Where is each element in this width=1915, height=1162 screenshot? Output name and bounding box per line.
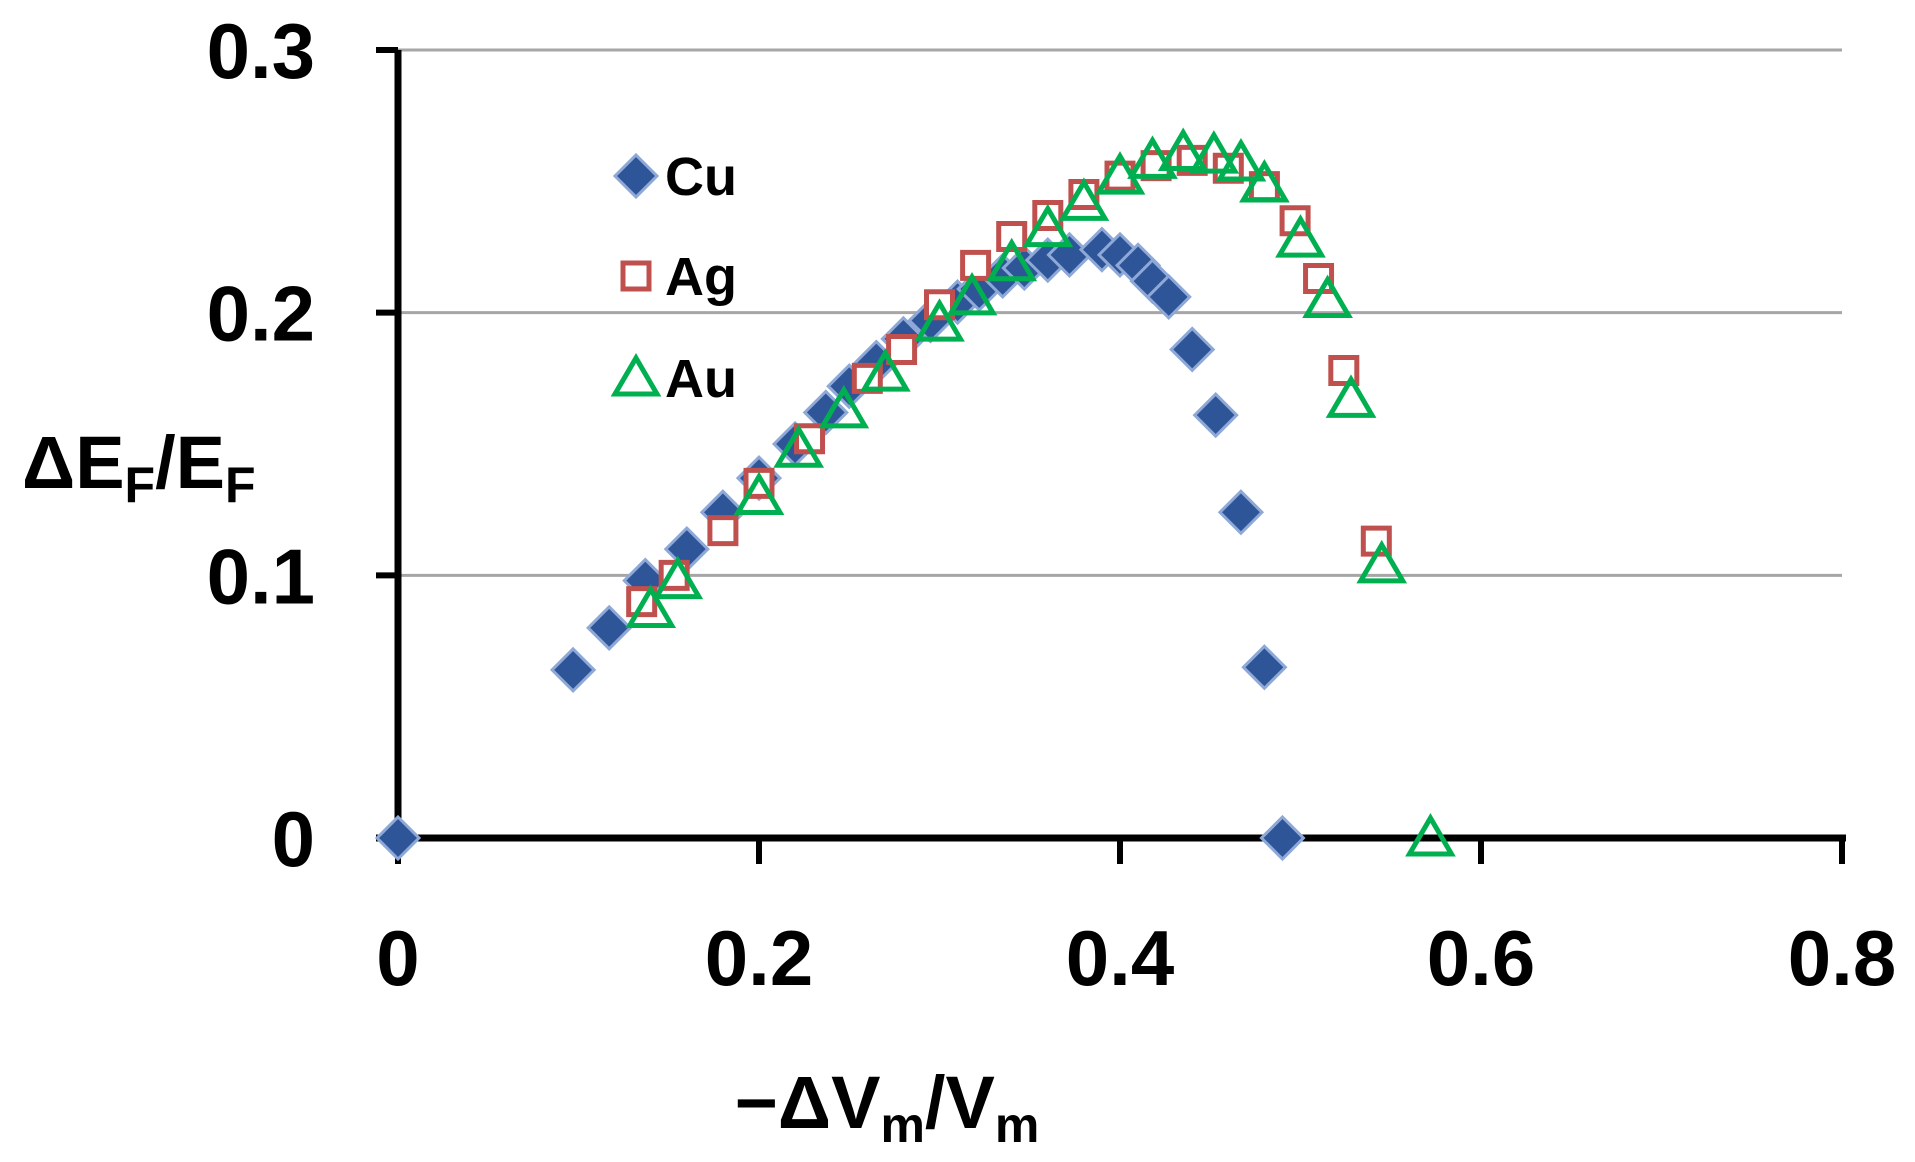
point-au-9 [1022,203,1074,248]
y-tick-label-0-3: 0.3 [207,7,315,95]
point-ag-9 [996,220,1028,252]
point-au-12 [1127,135,1178,179]
point-cu-28 [1259,814,1306,862]
point-ag-6 [886,333,918,365]
point-au-21 [1405,813,1456,857]
legend-marker-ag [620,260,652,292]
x-axis-title: −ΔVm/Vm [735,1061,1040,1153]
point-cu-0 [374,814,422,862]
x-tick-label-0: 0 [376,914,419,1002]
point-cu-1 [549,646,597,694]
y-axis-title-sub1: F [125,457,156,513]
point-au-3 [773,424,825,468]
y-axis-title-mid: /E [155,421,225,504]
point-au-8 [986,237,1038,282]
series-cu [374,226,1306,862]
point-cu-27 [1241,644,1288,691]
point-cu-23 [1145,273,1192,321]
legend-item-au: Au [610,349,737,409]
point-cu-26 [1217,489,1265,536]
legend-marker-au [610,353,662,397]
legend: Cu Ag Au [610,147,737,409]
point-au-2 [733,471,785,516]
point-au-1 [652,555,704,600]
y-axis-title-main: ΔE [22,421,125,504]
y-tick-label-0: 0 [272,795,315,883]
tick-labels: 0 0.1 0.2 0.3 0 0.2 0.4 0.6 0.8 [207,7,1897,1002]
x-axis-title-sub1: m [880,1097,924,1153]
x-axis-title-sub2: m [995,1097,1039,1153]
point-au-13 [1157,127,1209,171]
x-axis-title-mid: /V [925,1061,995,1144]
gridlines [398,48,1842,577]
point-au-19 [1325,374,1377,418]
legend-item-cu: Cu [612,147,737,207]
point-au-16 [1239,158,1290,203]
point-cu-2 [586,604,633,651]
point-au-7 [946,271,998,316]
point-au-6 [914,298,965,342]
point-cu-25 [1192,391,1239,439]
legend-label-cu: Cu [665,147,737,207]
series-ag [626,144,1392,618]
point-au-17 [1275,214,1326,258]
x-tick-label-0-4: 0.4 [1066,914,1174,1002]
point-au-4 [818,384,870,429]
point-au-5 [859,348,911,392]
x-tick-label-0-8: 0.8 [1788,914,1896,1002]
x-tick-label-0-6: 0.6 [1427,914,1535,1002]
legend-item-ag: Ag [620,247,737,307]
legend-label-au: Au [665,349,737,409]
legend-marker-cu [612,152,660,200]
point-ag-8 [960,249,992,281]
y-axis-title: ΔEF/EF [22,421,256,513]
legend-label-ag: Ag [665,247,737,307]
point-cu-24 [1169,326,1216,373]
point-au-18 [1302,274,1353,319]
point-ag-2 [707,515,739,547]
x-tick-label-0-2: 0.2 [705,914,813,1002]
x-axis-title-main: −ΔV [735,1061,881,1144]
series-au [625,127,1456,857]
y-axis-title-sub2: F [225,457,256,513]
y-tick-label-0-2: 0.2 [207,270,315,358]
y-tick-label-0-1: 0.1 [207,532,315,620]
data-series [374,127,1456,862]
point-au-20 [1356,539,1408,584]
point-au-10 [1058,177,1110,221]
point-au-15 [1215,137,1267,182]
point-au-0 [625,584,677,628]
point-au-14 [1188,130,1240,174]
